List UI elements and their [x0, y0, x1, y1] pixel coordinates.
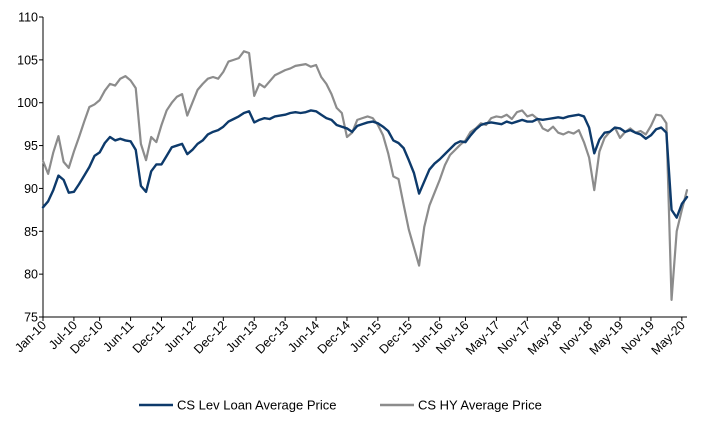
x-tick-label: May-18	[525, 318, 564, 357]
y-axis-ticks: 75 80 85 90 95 100 105 110	[17, 11, 43, 325]
series-layer	[41, 50, 689, 301]
y-tick-label: 80	[24, 268, 38, 282]
y-tick-label: 105	[17, 53, 38, 67]
legend-label-1: CS HY Average Price	[418, 398, 542, 413]
plot-frame	[42, 17, 687, 318]
y-tick-label: 90	[24, 182, 38, 196]
x-tick-label: Dec-15	[377, 318, 415, 356]
y-tick-label: 110	[18, 11, 38, 25]
x-tick-label: Dec-11	[130, 318, 168, 356]
series-line-1	[41, 50, 689, 301]
y-tick-label: 95	[24, 139, 38, 153]
x-tick-label: May-19	[587, 318, 626, 357]
x-tick-label: Dec-12	[191, 318, 229, 356]
x-tick-label: Dec-13	[253, 318, 291, 356]
legend: CS Lev Loan Average Price CS HY Average P…	[139, 398, 542, 413]
x-tick-label: Jun-11	[100, 318, 136, 354]
x-tick-label: May-17	[463, 318, 502, 357]
legend-label-0: CS Lev Loan Average Price	[177, 398, 336, 413]
x-tick-label: May-20	[649, 318, 688, 357]
y-tick-label: 75	[24, 311, 38, 325]
series-line-0	[41, 109, 689, 219]
y-tick-label: 100	[17, 96, 38, 110]
x-tick-label: Dec-14	[315, 318, 353, 356]
y-tick-label: 85	[24, 225, 38, 239]
x-axis-ticks: Jan-10Jul-10Dec-10Jun-11Dec-11Jun-12Dec-…	[12, 317, 688, 358]
